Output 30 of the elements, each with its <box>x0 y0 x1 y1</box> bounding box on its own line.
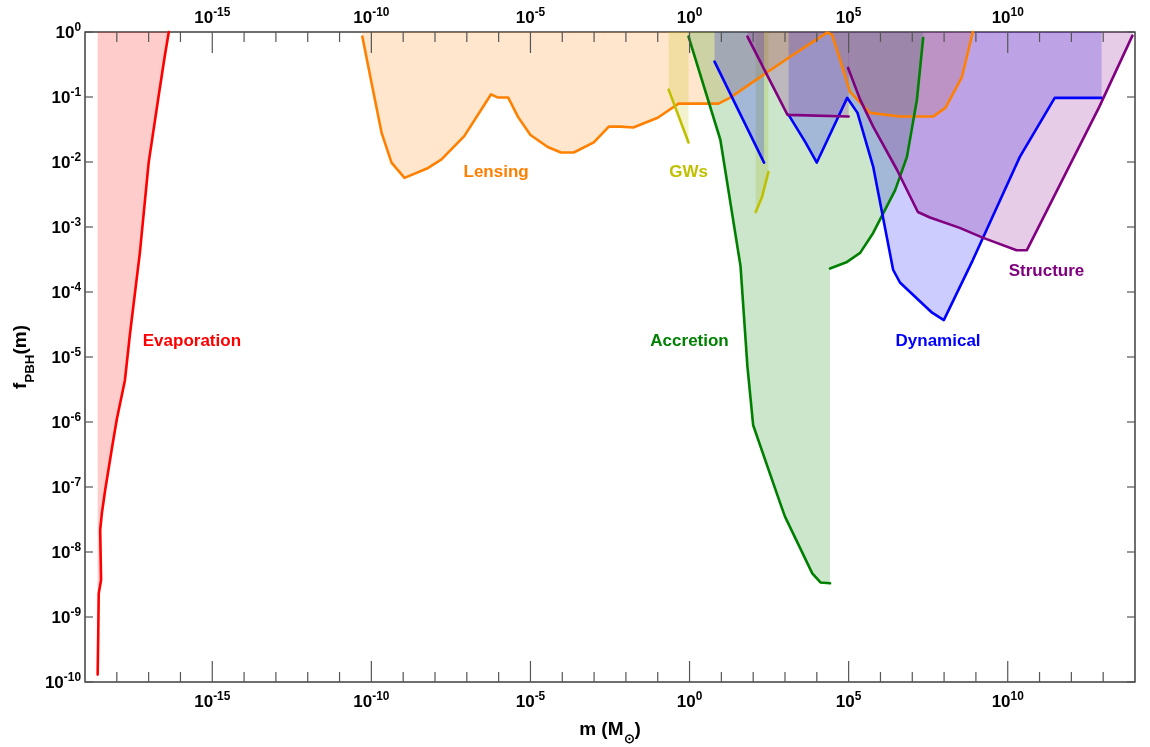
text: 10$^{-5}$ <box>515 689 546 711</box>
series-label: Evaporation <box>142 331 242 351</box>
series-label: Lensing <box>463 162 529 182</box>
y-tick-label: 10$^{-3}$ <box>51 215 82 237</box>
series-label: Structure <box>1008 261 1085 281</box>
text: 10$^{10}$ <box>991 689 1024 711</box>
text: 10$^{-10}$ <box>353 689 390 711</box>
y-tick-label: 10$^{-9}$ <box>51 605 82 627</box>
series-label: Accretion <box>650 331 729 351</box>
text: 10$^{-15}$ <box>194 689 231 711</box>
y-tick-label: 10$^{-8}$ <box>51 540 82 562</box>
y-tick-label: 10$^{-6}$ <box>51 410 82 432</box>
x-axis-title: m (M$_{⊙}$) <box>579 718 641 746</box>
y-tick-label: 10$^{0}$ <box>55 20 82 42</box>
text: 10$^{5}$ <box>835 689 862 711</box>
x-tick-label: 10$^{-5}$ <box>515 5 546 27</box>
series-label: GWs <box>669 162 708 182</box>
y-tick-label: 10$^{-2}$ <box>51 150 82 172</box>
x-tick-label: 10$^{0}$ <box>676 5 703 27</box>
y-tick-label: 10$^{-5}$ <box>51 345 82 367</box>
x-tick-label: 10$^{-10}$ <box>353 5 390 27</box>
text: 10$^{0}$ <box>676 689 703 711</box>
y-tick-label: 10$^{-7}$ <box>51 475 82 497</box>
series-label: Dynamical <box>895 331 981 351</box>
x-tick-label: 10$^{10}$ <box>991 5 1025 27</box>
y-tick-label: 10$^{-10}$ <box>44 670 82 692</box>
y-tick-label: 10$^{-4}$ <box>51 280 82 302</box>
y-tick-label: 10$^{-1}$ <box>51 85 82 107</box>
x-tick-label: 10$^{-15}$ <box>194 5 231 27</box>
x-tick-label: 10$^{5}$ <box>835 5 862 27</box>
